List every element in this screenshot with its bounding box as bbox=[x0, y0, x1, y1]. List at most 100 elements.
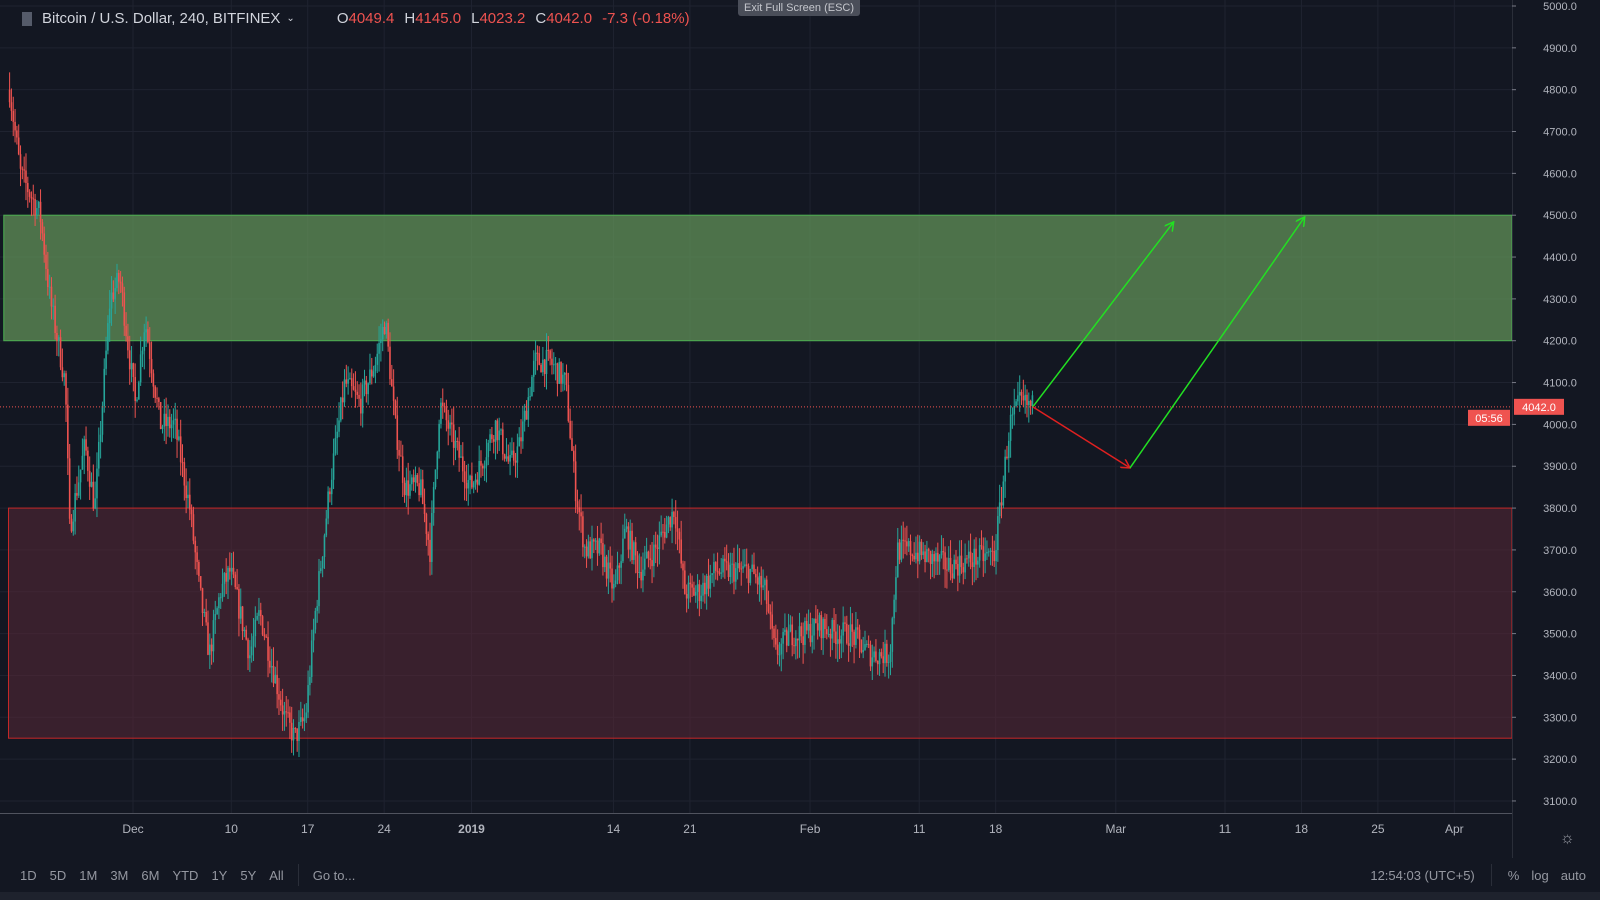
candle-body bbox=[705, 575, 708, 595]
range-button-3m[interactable]: 3M bbox=[110, 867, 129, 883]
range-button-ytd[interactable]: YTD bbox=[172, 867, 199, 883]
candle-body bbox=[254, 619, 257, 637]
candle-body bbox=[911, 555, 914, 557]
range-button-6m[interactable]: 6M bbox=[141, 867, 160, 883]
candle-body bbox=[678, 531, 681, 540]
candle-body bbox=[307, 685, 309, 713]
candle-body bbox=[733, 563, 735, 582]
candle-body bbox=[85, 439, 87, 451]
candle-body bbox=[323, 535, 326, 557]
candle-body bbox=[494, 420, 497, 442]
price-tick-label: 3900.0 bbox=[1543, 461, 1577, 473]
candle-body bbox=[514, 460, 517, 463]
candle-body bbox=[982, 546, 985, 562]
time-tick-label: Dec bbox=[122, 822, 143, 836]
settings-gear-icon[interactable]: ☼ bbox=[1560, 830, 1575, 847]
candle-body bbox=[709, 574, 712, 589]
candle-body bbox=[454, 440, 457, 448]
candle-body bbox=[593, 539, 595, 542]
divider bbox=[297, 864, 299, 886]
candle-body bbox=[773, 628, 775, 639]
candle-body bbox=[518, 437, 521, 447]
candle-body bbox=[532, 360, 535, 377]
candle-body bbox=[1015, 401, 1017, 407]
candle-body bbox=[301, 717, 304, 722]
price-tick-label: 4200.0 bbox=[1543, 336, 1577, 348]
candle-body bbox=[623, 528, 626, 539]
candle-body bbox=[927, 549, 930, 551]
candle-body bbox=[647, 551, 650, 559]
goto-button[interactable]: Go to... bbox=[312, 867, 356, 883]
resistance-zone bbox=[3, 214, 1513, 342]
candle-body bbox=[178, 436, 180, 440]
range-button-all[interactable]: All bbox=[269, 867, 284, 883]
candle-body bbox=[367, 383, 369, 395]
candle-body bbox=[281, 705, 284, 715]
range-button-5d[interactable]: 5D bbox=[49, 867, 67, 883]
candle-body bbox=[573, 450, 575, 462]
candle-body bbox=[27, 183, 29, 193]
candle-body bbox=[330, 479, 333, 495]
range-button-1m[interactable]: 1M bbox=[79, 867, 98, 883]
range-button-1y[interactable]: 1Y bbox=[211, 867, 228, 883]
candle-body bbox=[290, 722, 293, 741]
candle-body bbox=[61, 367, 64, 378]
candle-body bbox=[764, 579, 766, 586]
price-tick-label: 3300.0 bbox=[1543, 712, 1577, 724]
candle-body bbox=[441, 402, 444, 407]
candle-body bbox=[25, 170, 27, 184]
candle-body bbox=[552, 364, 555, 366]
candle-body bbox=[449, 422, 451, 429]
candle-body bbox=[139, 354, 142, 383]
candle-body bbox=[822, 619, 824, 639]
candle-body bbox=[738, 563, 741, 569]
candle-body bbox=[986, 551, 988, 554]
candle-body bbox=[469, 475, 471, 480]
range-button-1d[interactable]: 1D bbox=[20, 867, 37, 883]
candle-body bbox=[636, 555, 639, 573]
candle-body bbox=[502, 429, 504, 455]
candle-body bbox=[780, 643, 783, 655]
candle-body bbox=[394, 400, 397, 416]
price-tick-label: 5000.0 bbox=[1543, 1, 1577, 13]
range-button-5y[interactable]: 5Y bbox=[240, 867, 257, 883]
clock-time[interactable]: 12:54:03 (UTC+5) bbox=[1370, 867, 1475, 883]
candle-body bbox=[318, 571, 320, 607]
candle-body bbox=[1031, 395, 1034, 406]
candle-body bbox=[256, 615, 258, 620]
candle-body bbox=[32, 198, 35, 200]
price-chart[interactable]: 3100.0 3200.0 3300.0 3400.0 3500.0 3600.0 3700… bbox=[0, 0, 1600, 858]
candle-body bbox=[269, 660, 271, 668]
auto-toggle[interactable]: auto bbox=[1560, 867, 1586, 883]
time-tick-label: 17 bbox=[301, 822, 315, 836]
candle-body bbox=[565, 372, 568, 385]
candle-body bbox=[241, 606, 244, 632]
candle-body bbox=[880, 652, 883, 657]
candle-body bbox=[23, 169, 25, 171]
exit-fullscreen-button[interactable]: Exit Full Screen (ESC) bbox=[738, 0, 861, 16]
candle-body bbox=[696, 584, 699, 592]
candle-body bbox=[209, 644, 211, 655]
candle-body bbox=[360, 398, 362, 414]
candle-body bbox=[585, 546, 588, 557]
candle-body bbox=[1002, 481, 1005, 506]
candle-body bbox=[700, 595, 703, 602]
candle-body bbox=[485, 457, 488, 466]
candle-body bbox=[795, 638, 797, 647]
trend-arrow-down bbox=[1032, 406, 1130, 468]
candle-body bbox=[724, 558, 726, 562]
close-label: C bbox=[535, 10, 547, 27]
candle-body bbox=[784, 629, 786, 633]
percent-toggle[interactable]: % bbox=[1507, 867, 1520, 883]
candle-body bbox=[320, 568, 322, 572]
symbol-title[interactable]: Bitcoin / U.S. Dollar, 240, BITFINEX bbox=[42, 10, 281, 27]
log-toggle[interactable]: log bbox=[1531, 867, 1549, 883]
chevron-down-icon[interactable]: ⌄ bbox=[286, 13, 295, 24]
candle-body bbox=[387, 322, 389, 347]
candle-body bbox=[749, 568, 752, 583]
candle-body bbox=[374, 364, 377, 372]
candle-body bbox=[340, 397, 342, 421]
candle-body bbox=[574, 461, 577, 502]
candle-body bbox=[491, 434, 493, 440]
candle-body bbox=[438, 423, 440, 452]
